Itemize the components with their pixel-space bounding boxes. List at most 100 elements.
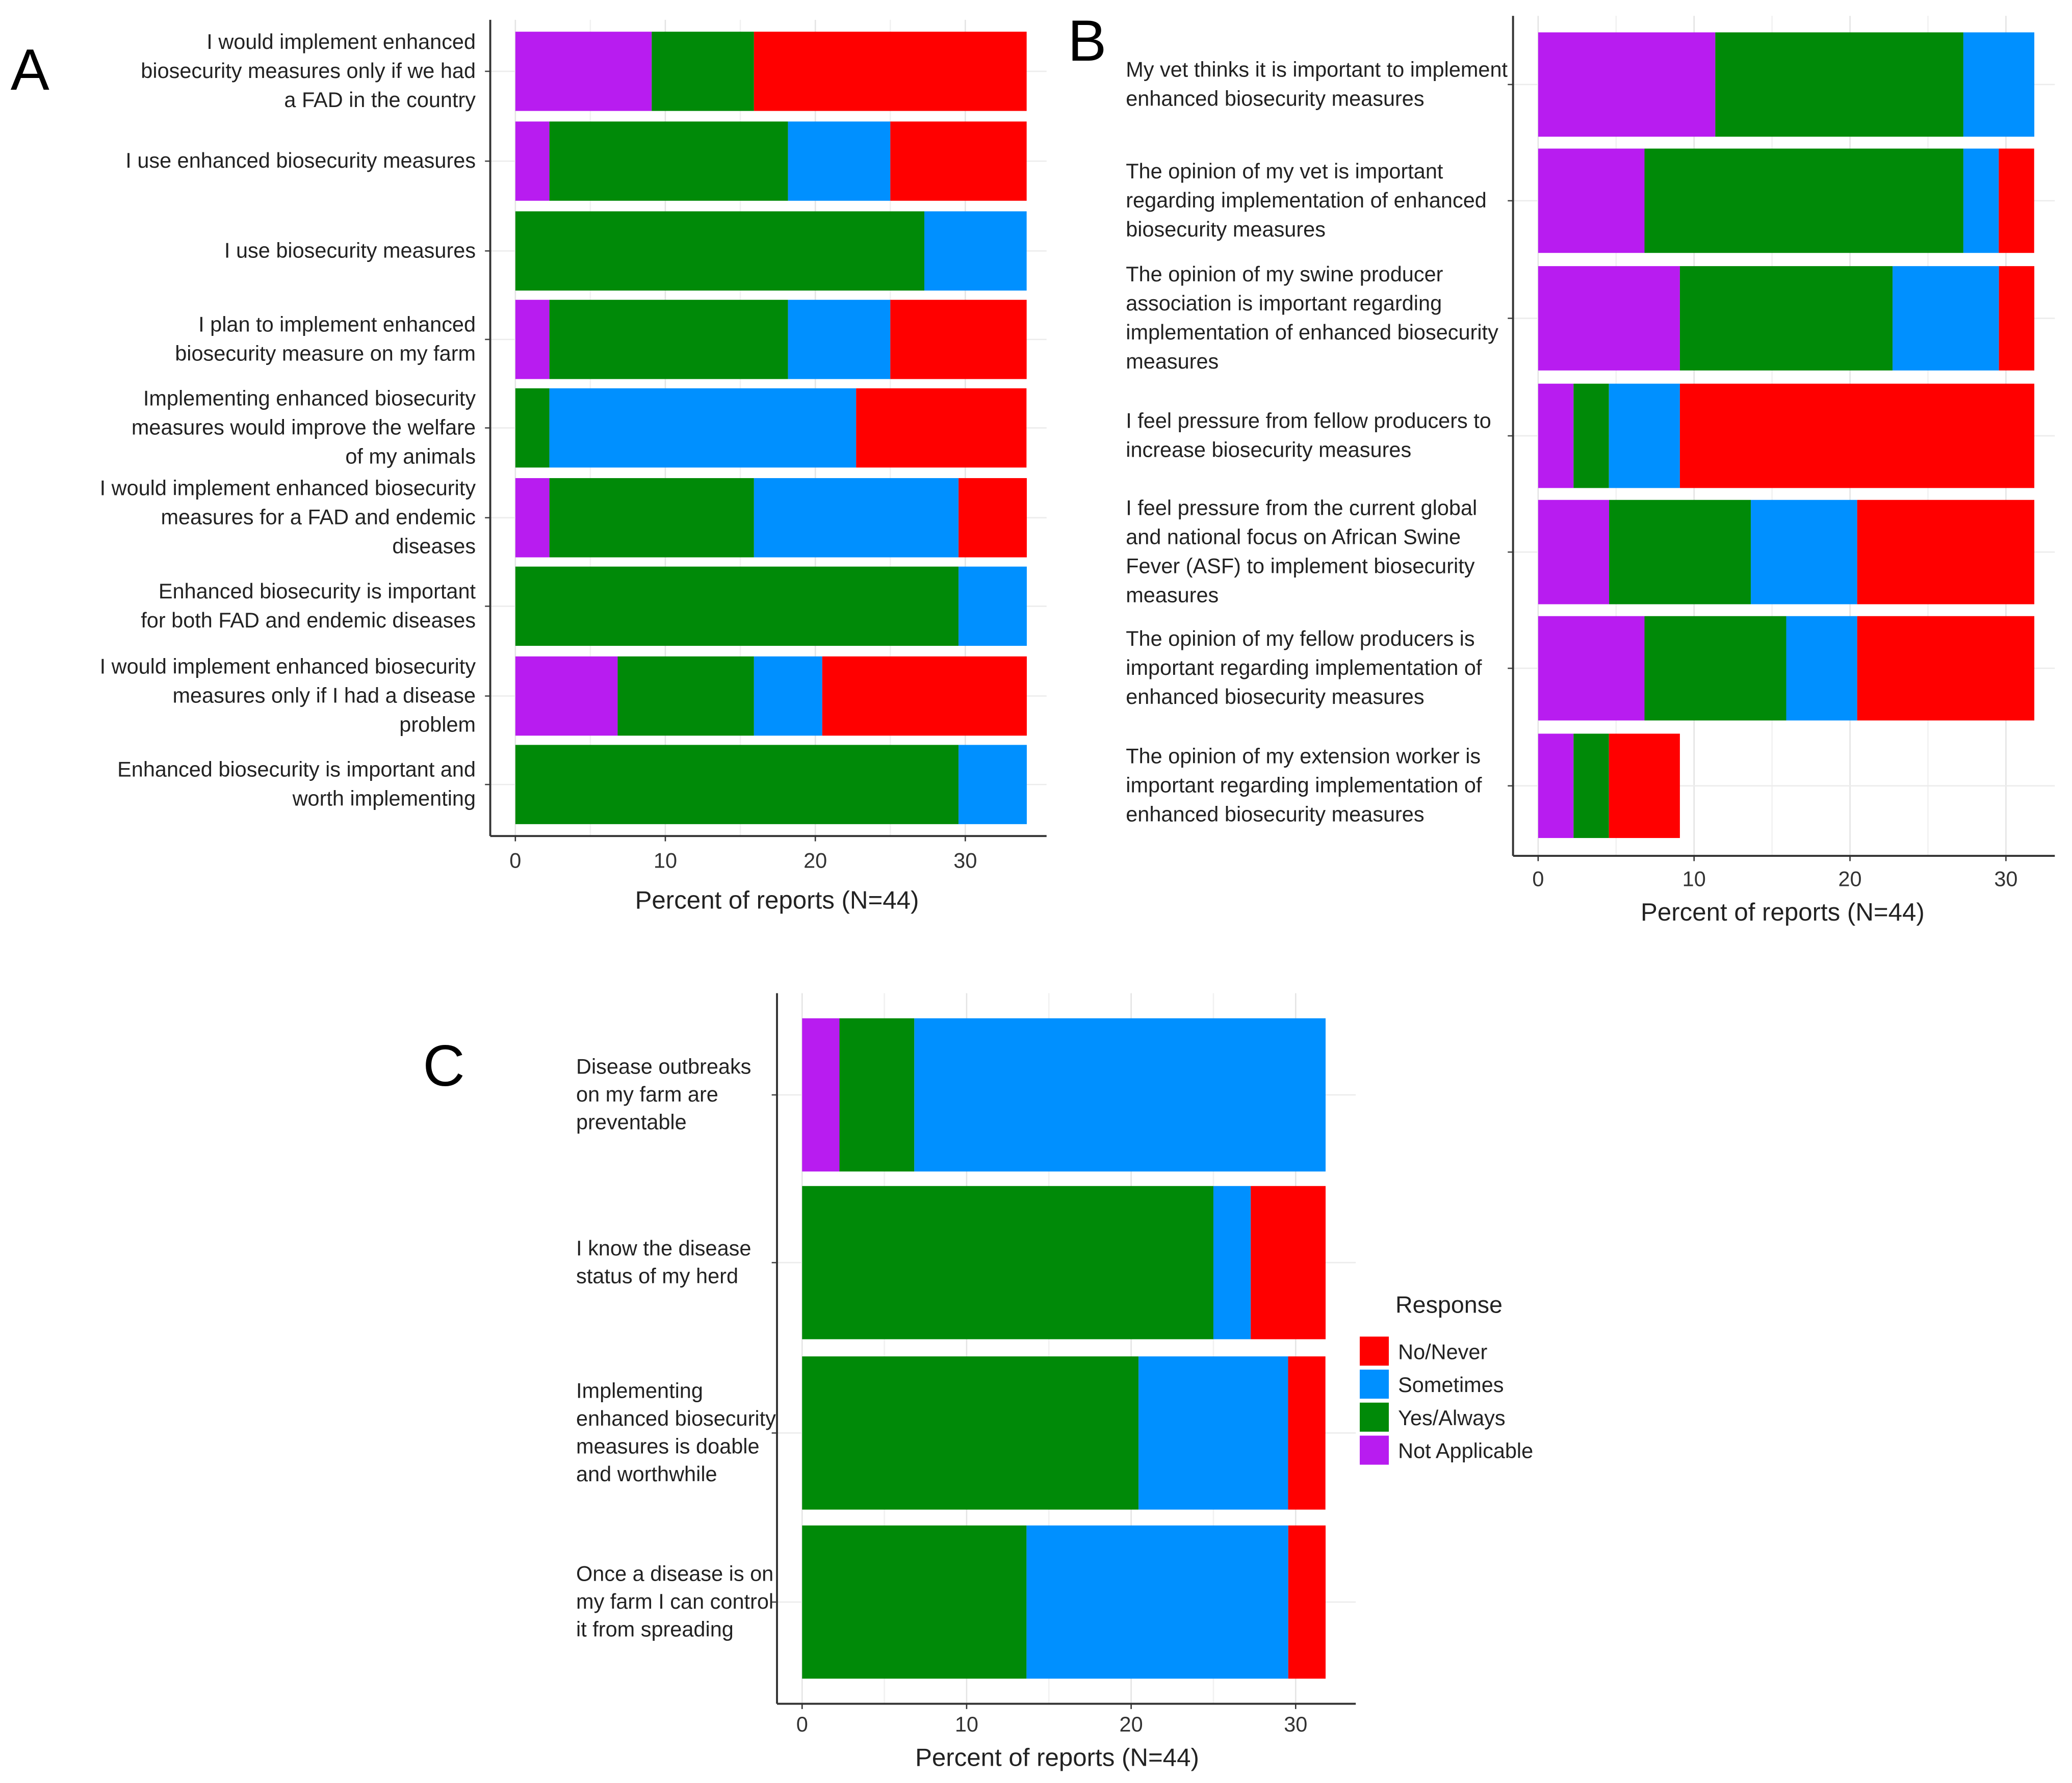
- category-label: Implementing enhanced biosecurity: [143, 386, 476, 410]
- chart-panel-b: My vet thinks it is important to impleme…: [1068, 9, 2055, 926]
- category-label: I know the disease: [576, 1236, 751, 1260]
- bar-segment-sometimes: [924, 211, 1027, 291]
- bar-segment-yes-always: [802, 1525, 1027, 1679]
- category-label: measures: [1126, 349, 1219, 373]
- panel-letter: B: [1068, 9, 1106, 73]
- bar-segment-sometimes: [1786, 616, 1857, 721]
- legend: Response No/Never Sometimes Yes/Always Not A…: [1360, 1292, 1533, 1465]
- bar-segment-no-never: [1609, 733, 1680, 838]
- bar-segment-sometimes: [1026, 1525, 1288, 1679]
- legend-item: Sometimes: [1398, 1373, 1504, 1397]
- category-label: Disease outbreaks: [576, 1055, 751, 1079]
- category-label: I would implement enhanced biosecurity: [100, 476, 476, 500]
- bar-segment-yes-always: [1644, 148, 1963, 253]
- bar-segment-no-never: [1251, 1186, 1326, 1340]
- x-tick-label: 10: [654, 848, 677, 872]
- bar-segment-no-never: [1288, 1525, 1326, 1679]
- category-label: enhanced biosecurity: [576, 1406, 776, 1430]
- bar-segment-no-never: [1999, 266, 2035, 371]
- bar-segment-not-applicable: [515, 478, 550, 558]
- category-label: on my farm are: [576, 1082, 718, 1106]
- bar-segment-not-applicable: [1538, 616, 1645, 721]
- x-axis-title: Percent of reports (N=44): [635, 886, 919, 914]
- bar-segment-sometimes: [549, 388, 857, 468]
- x-tick-label: 0: [509, 848, 521, 872]
- bar-segment-sometimes: [754, 478, 959, 558]
- category-label: Once a disease is on: [576, 1562, 773, 1586]
- x-tick-label: 0: [1532, 867, 1544, 891]
- category-label: it from spreading: [576, 1617, 734, 1641]
- bar-segment-sometimes: [959, 745, 1027, 824]
- category-label: enhanced biosecurity measures: [1126, 86, 1424, 110]
- legend-item: Yes/Always: [1398, 1406, 1505, 1430]
- bar-segment-yes-always: [1644, 616, 1786, 721]
- legend-swatch: [1360, 1369, 1389, 1399]
- category-label: measures is doable: [576, 1434, 760, 1458]
- x-tick-label: 30: [953, 848, 977, 872]
- bar-segment-sometimes: [1963, 148, 1999, 253]
- x-tick-label: 20: [804, 848, 827, 872]
- bar-segment-sometimes: [788, 121, 891, 201]
- category-label: measures: [1126, 583, 1219, 607]
- category-label: of my animals: [345, 444, 476, 468]
- bar-segment-no-never: [890, 300, 1027, 379]
- category-label: association is important regarding: [1126, 291, 1442, 315]
- bar-segment-yes-always: [515, 745, 959, 824]
- category-label: I plan to implement enhanced: [198, 312, 476, 336]
- category-label: diseases: [392, 534, 476, 558]
- category-label: Enhanced biosecurity is important and: [117, 757, 476, 781]
- category-label: I feel pressure from fellow producers to: [1126, 409, 1491, 433]
- category-label: and national focus on African Swine: [1126, 525, 1461, 549]
- category-label: measures would improve the welfare: [132, 415, 476, 439]
- bar-segment-not-applicable: [1538, 733, 1574, 838]
- bar-segment-no-never: [1679, 383, 2035, 488]
- category-label: biosecurity measures only if we had: [141, 59, 476, 83]
- category-label: important regarding implementation of: [1126, 655, 1482, 679]
- chart-panel-c: Disease outbreaks on my farm are preventab…: [423, 993, 1356, 1771]
- bar-segment-yes-always: [1573, 733, 1609, 838]
- legend-swatch: [1360, 1336, 1389, 1366]
- bar-segment-yes-always: [802, 1356, 1139, 1510]
- x-tick-label: 0: [796, 1712, 808, 1736]
- category-label: important regarding implementation of: [1126, 773, 1482, 797]
- bar-segment-not-applicable: [515, 121, 550, 201]
- bar-segment-not-applicable: [515, 32, 652, 111]
- bar-segment-yes-always: [617, 656, 754, 736]
- category-label: increase biosecurity measures: [1126, 438, 1411, 462]
- bar-segment-yes-always: [1573, 383, 1609, 488]
- bar-segment-yes-always: [515, 566, 959, 646]
- bar-segment-sometimes: [1893, 266, 1999, 371]
- category-label: and worthwhile: [576, 1462, 717, 1486]
- bar-segment-not-applicable: [515, 300, 550, 379]
- bar-segment-not-applicable: [1538, 383, 1574, 488]
- bar-segment-yes-always: [652, 32, 754, 111]
- category-label: The opinion of my extension worker is: [1126, 744, 1481, 768]
- bar-segment-yes-always: [515, 388, 550, 468]
- x-tick-label: 10: [955, 1712, 978, 1736]
- category-label: measures for a FAD and endemic: [161, 505, 476, 529]
- category-label: The opinion of my vet is important: [1126, 159, 1443, 183]
- category-label: my farm I can control: [576, 1589, 773, 1613]
- category-label: regarding implementation of enhanced: [1126, 188, 1487, 212]
- category-label: preventable: [576, 1110, 687, 1134]
- bar-segment-sometimes: [1213, 1186, 1251, 1340]
- legend-item: Not Applicable: [1398, 1439, 1533, 1463]
- category-label: enhanced biosecurity measures: [1126, 802, 1424, 826]
- bar-segment-not-applicable: [1538, 32, 1716, 137]
- category-label: implementation of enhanced biosecurity: [1126, 320, 1498, 344]
- category-label: Fever (ASF) to implement biosecurity: [1126, 554, 1475, 578]
- bar-segment-yes-always: [839, 1018, 915, 1172]
- category-label: a FAD in the country: [284, 88, 476, 112]
- bar-segment-yes-always: [1609, 500, 1751, 605]
- panel-letter: A: [11, 38, 49, 102]
- bar-segment-sometimes: [1963, 32, 2035, 137]
- x-tick-label: 20: [1120, 1712, 1143, 1736]
- bar-segment-not-applicable: [1538, 148, 1645, 253]
- category-label: problem: [399, 712, 476, 736]
- bar-segment-not-applicable: [802, 1018, 840, 1172]
- bar-segment-no-never: [1999, 148, 2034, 253]
- category-label: I use enhanced biosecurity measures: [125, 148, 476, 172]
- category-label: Enhanced biosecurity is important: [159, 579, 476, 603]
- x-axis-title: Percent of reports (N=44): [1641, 898, 1925, 926]
- bar-segment-not-applicable: [1538, 500, 1610, 605]
